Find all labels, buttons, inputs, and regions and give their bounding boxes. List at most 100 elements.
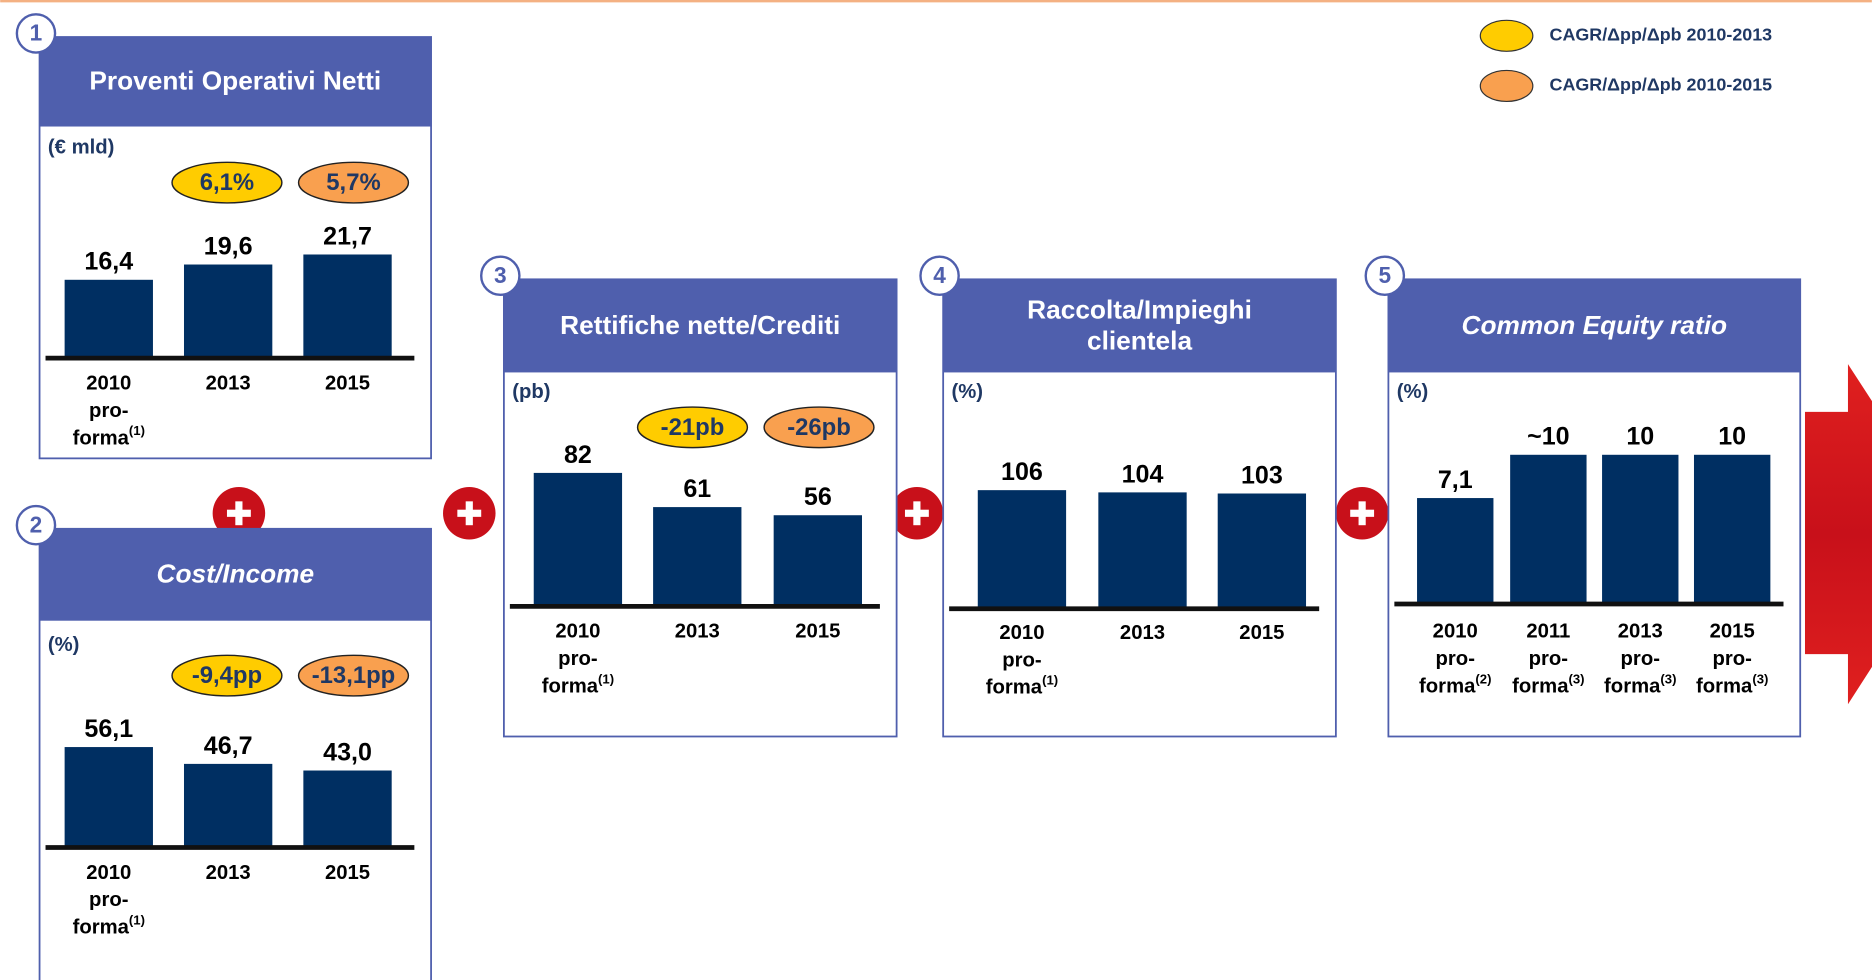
chart-panel: Raccolta/Impieghi clientela 4 (%) 106 2010 pr… (919, 255, 1337, 738)
value-label: 56 (804, 483, 832, 511)
category-label: forma(3) (1696, 672, 1768, 698)
unit-label: (%) (1397, 381, 1429, 403)
step-circle (480, 255, 521, 297)
category-line: 2015 (795, 621, 840, 643)
step-number: 2 (30, 511, 43, 537)
category-label: 2015 (1239, 622, 1284, 644)
category-label: 2015 (795, 621, 840, 643)
category-label: 2010 (86, 373, 131, 395)
category-note: (1) (129, 913, 145, 928)
category-label: 2013 (206, 373, 251, 395)
category-note: (2) (1475, 672, 1491, 687)
category-line: forma (73, 917, 130, 939)
category-note: (3) (1660, 672, 1676, 687)
value-label: 82 (564, 441, 592, 469)
step-circle (15, 504, 57, 546)
category-line: 2013 (206, 862, 251, 884)
category-line: 2010 (86, 373, 131, 395)
chart-panel: Cost/Income 2 (%) -9,4pp -13,1pp 56,1 2010 pro-… (15, 504, 432, 980)
category-label: 2010 (1433, 621, 1478, 643)
badge (636, 406, 749, 449)
bar (773, 515, 862, 607)
category-label: forma(1) (542, 672, 614, 698)
category-line: forma (986, 677, 1043, 699)
category-line: pro- (89, 890, 128, 912)
badge (297, 161, 410, 204)
bar (183, 763, 273, 848)
bar (653, 507, 742, 607)
bar (64, 747, 153, 848)
unit-label: (%) (48, 634, 80, 656)
panel-title-box: Cost/Income (157, 559, 315, 589)
bar (977, 490, 1067, 609)
category-line: 2010 (1433, 621, 1478, 643)
bar (303, 770, 392, 848)
bar (1417, 498, 1494, 604)
category-label: pro- (558, 648, 597, 670)
panel-title-box: Common Equity ratio (1461, 310, 1728, 340)
category-label: 2015 (325, 373, 370, 395)
chart-panel: Proventi Operativi Netti 1 (€ mld) 6,1% 5,7%… (15, 13, 432, 460)
category-label: forma(1) (73, 424, 145, 450)
value-label: 61 (683, 475, 711, 503)
badge (171, 161, 283, 204)
bar (1098, 492, 1187, 609)
category-line: 2015 (325, 373, 370, 395)
value-label: 7,1 (1438, 466, 1473, 494)
panel-header (39, 37, 432, 127)
panel-header (39, 528, 432, 621)
bar (1510, 454, 1587, 604)
chart-panel: Rettifiche nette/Crediti 3 (pb) -21pb -26pb 8… (480, 255, 898, 738)
badge (297, 654, 410, 697)
unit-label: (€ mld) (48, 136, 114, 158)
category-label: 2015 (1710, 621, 1755, 643)
category-line: 2015 (325, 862, 370, 884)
bar (1602, 454, 1679, 604)
category-label: forma(1) (986, 673, 1058, 699)
category-label: 2015 (325, 862, 370, 884)
category-note: (3) (1569, 672, 1585, 687)
badge-label: -9,4pp (192, 662, 262, 689)
category-note: (1) (598, 672, 614, 687)
step-number: 3 (494, 262, 507, 288)
category-line: pro- (558, 648, 597, 670)
category-line: forma (542, 676, 599, 698)
category-line: 2015 (1239, 622, 1284, 644)
step-circle (1364, 255, 1406, 297)
bar (303, 254, 392, 359)
panel-title: Rettifiche nette/Crediti (560, 310, 841, 340)
category-label: 2013 (206, 862, 251, 884)
bar (64, 279, 153, 359)
category-line: forma (1696, 676, 1753, 698)
category-line: pro- (1529, 648, 1568, 670)
unit-label: (pb) (512, 381, 550, 403)
bar (533, 472, 623, 607)
category-line: 2013 (1120, 622, 1165, 644)
legend-swatch (1479, 19, 1534, 52)
category-line: forma (73, 428, 130, 450)
badge-label: 5,7% (326, 169, 380, 196)
category-line: 2013 (206, 373, 251, 395)
plus-signs (212, 487, 1389, 540)
unit-label: (%) (952, 381, 984, 403)
legend-swatch (1479, 69, 1534, 103)
category-line: pro- (89, 400, 128, 422)
category-line: 2015 (1710, 621, 1755, 643)
badge (763, 406, 875, 449)
panel-title: Raccolta/Impieghi clientela (1027, 294, 1252, 356)
category-label: forma(3) (1604, 672, 1676, 698)
category-line: forma (1419, 676, 1476, 698)
value-label: 10 (1718, 423, 1746, 451)
category-label: forma(2) (1419, 672, 1491, 698)
badge-label: -21pb (661, 414, 725, 441)
category-line: 2010 (555, 621, 600, 643)
value-label: 43,0 (323, 738, 372, 766)
step-number: 5 (1379, 262, 1392, 288)
category-label: 2011 (1526, 621, 1570, 643)
panel-header (943, 279, 1336, 373)
category-label: pro- (89, 890, 128, 912)
panel-title: Common Equity ratio (1461, 310, 1728, 340)
value-label: 103 (1241, 461, 1283, 489)
step-circle (15, 13, 57, 54)
